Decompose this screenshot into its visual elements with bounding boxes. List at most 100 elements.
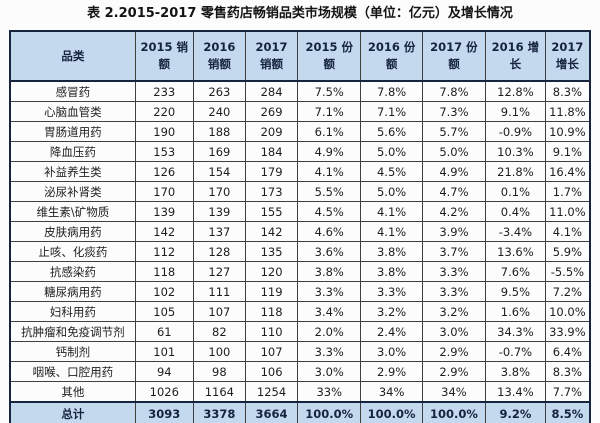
value-cell: 153 [134,141,194,162]
value-cell: 5.5% [297,181,362,202]
value-cell: 3.0% [360,341,423,362]
total-value-cell: 9.2% [485,401,546,423]
value-cell: -0.7% [485,341,546,362]
value-cell: 9.1% [485,101,546,122]
table-row: 皮肤病用药 142 137 142 4.6% 4.1% 3.9% -3.4% 4.1% [9,221,591,242]
value-cell: 188 [192,121,246,142]
table-row: 泌尿补肾类 170 170 173 5.5% 5.0% 4.7% 0.1% 1.7% [9,181,591,202]
total-row: 总计 3093 3378 3664 100.0% 100.0% 100.0% 9.2% 8.5% [9,401,591,423]
value-cell: 4.7% [421,181,487,202]
value-cell: 209 [244,121,299,142]
total-value-cell: 3378 [192,401,246,423]
value-cell: 5.0% [360,181,423,202]
value-cell: 8.3% [544,80,591,102]
value-cell: 240 [192,101,246,122]
value-cell: 3.3% [421,281,487,302]
value-cell: 7.8% [360,80,423,102]
table-row: 其他 1026 1164 1254 33% 34% 34% 13.4% 7.7% [9,381,591,403]
value-cell: -0.9% [485,121,546,142]
value-cell: 34.3% [485,321,546,342]
table-row: 止咳、化痰药 112 128 135 3.6% 3.8% 3.7% 13.6% 5.9% [9,241,591,262]
value-cell: 94 [134,361,194,382]
value-cell: 5.7% [421,121,487,142]
value-cell: 7.6% [485,261,546,282]
table-row: 抗肿瘤和免疫调节剂 61 82 110 2.0% 2.4% 3.0% 34.3% 33.9% [9,321,591,342]
value-cell: 139 [134,201,194,222]
value-cell: 2.9% [421,341,487,362]
value-cell: 137 [192,221,246,242]
value-cell: 3.4% [297,301,362,322]
value-cell: 34% [421,381,487,403]
value-cell: 4.5% [297,201,362,222]
value-cell: 4.1% [360,221,423,242]
value-cell: 107 [192,301,246,322]
category-cell: 抗感染药 [9,261,136,282]
value-cell: 4.6% [297,221,362,242]
table-row: 心脑血管类 220 240 269 7.1% 7.1% 7.3% 9.1% 11.8% [9,101,591,122]
value-cell: 6.4% [544,341,591,362]
value-cell: 128 [192,241,246,262]
value-cell: 98 [192,361,246,382]
category-cell: 其他 [9,381,136,403]
value-cell: 82 [192,321,246,342]
value-cell: 21.8% [485,161,546,182]
value-cell: 3.0% [421,321,487,342]
category-cell: 泌尿补肾类 [9,181,136,202]
value-cell: 9.1% [544,141,591,162]
category-cell: 感冒药 [9,80,136,102]
value-cell: 263 [192,80,246,102]
table-row: 咽喉、口腔用药 94 98 106 3.0% 2.9% 2.9% 3.8% 8.3% [9,361,591,382]
category-cell: 抗肿瘤和免疫调节剂 [9,321,136,342]
value-cell: 9.5% [485,281,546,302]
column-header: 2017 增长 [544,30,591,82]
value-cell: 3.0% [297,361,362,382]
value-cell: 4.9% [421,161,487,182]
value-cell: 120 [244,261,299,282]
value-cell: 2.9% [421,361,487,382]
total-value-cell: 100.0% [297,401,362,423]
value-cell: 10.0% [544,301,591,322]
value-cell: 155 [244,201,299,222]
value-cell: 34% [360,381,423,403]
table-footer: 总计 3093 3378 3664 100.0% 100.0% 100.0% 9.2% 8.5% [9,401,591,423]
value-cell: 4.1% [544,221,591,242]
category-cell: 咽喉、口腔用药 [9,361,136,382]
total-value-cell: 100.0% [421,401,487,423]
table-header: 品类 2015 销额 2016 销额 2017 销额 2015 份额 2016 份额 201… [9,30,591,82]
total-value-cell: 3093 [134,401,194,423]
value-cell: 119 [244,281,299,302]
table-row: 降血压药 153 169 184 4.9% 5.0% 5.0% 10.3% 9.1% [9,141,591,162]
value-cell: 3.3% [297,281,362,302]
value-cell: 7.3% [421,101,487,122]
value-cell: 102 [134,281,194,302]
value-cell: 154 [192,161,246,182]
total-value-cell: 8.5% [544,401,591,423]
value-cell: 1164 [192,381,246,403]
value-cell: 4.9% [297,141,362,162]
value-cell: 170 [134,181,194,202]
total-value-cell: 3664 [244,401,299,423]
value-cell: 13.6% [485,241,546,262]
column-header: 2017 份额 [421,30,487,82]
value-cell: 184 [244,141,299,162]
table-row: 妇科用药 105 107 118 3.4% 3.2% 3.2% 1.6% 10.0% [9,301,591,322]
table-row: 糖尿病用药 102 111 119 3.3% 3.3% 3.3% 9.5% 7.2% [9,281,591,302]
value-cell: 3.3% [297,341,362,362]
value-cell: 142 [134,221,194,242]
table-row: 胃肠道用药 190 188 209 6.1% 5.6% 5.7% -0.9% 10.9% [9,121,591,142]
value-cell: 135 [244,241,299,262]
value-cell: 3.3% [360,281,423,302]
value-cell: 100 [192,341,246,362]
value-cell: 169 [192,141,246,162]
table-title: 表 2.2015-2017 零售药店畅销品类市场规模（单位：亿元）及增长情况 [87,6,513,21]
value-cell: 7.1% [360,101,423,122]
value-cell: 33% [297,381,362,403]
value-cell: 3.9% [421,221,487,242]
value-cell: 7.5% [297,80,362,102]
column-header: 2016 销额 [192,30,246,82]
value-cell: 190 [134,121,194,142]
value-cell: 7.7% [544,381,591,403]
value-cell: 33.9% [544,321,591,342]
value-cell: 10.9% [544,121,591,142]
category-cell: 降血压药 [9,141,136,162]
